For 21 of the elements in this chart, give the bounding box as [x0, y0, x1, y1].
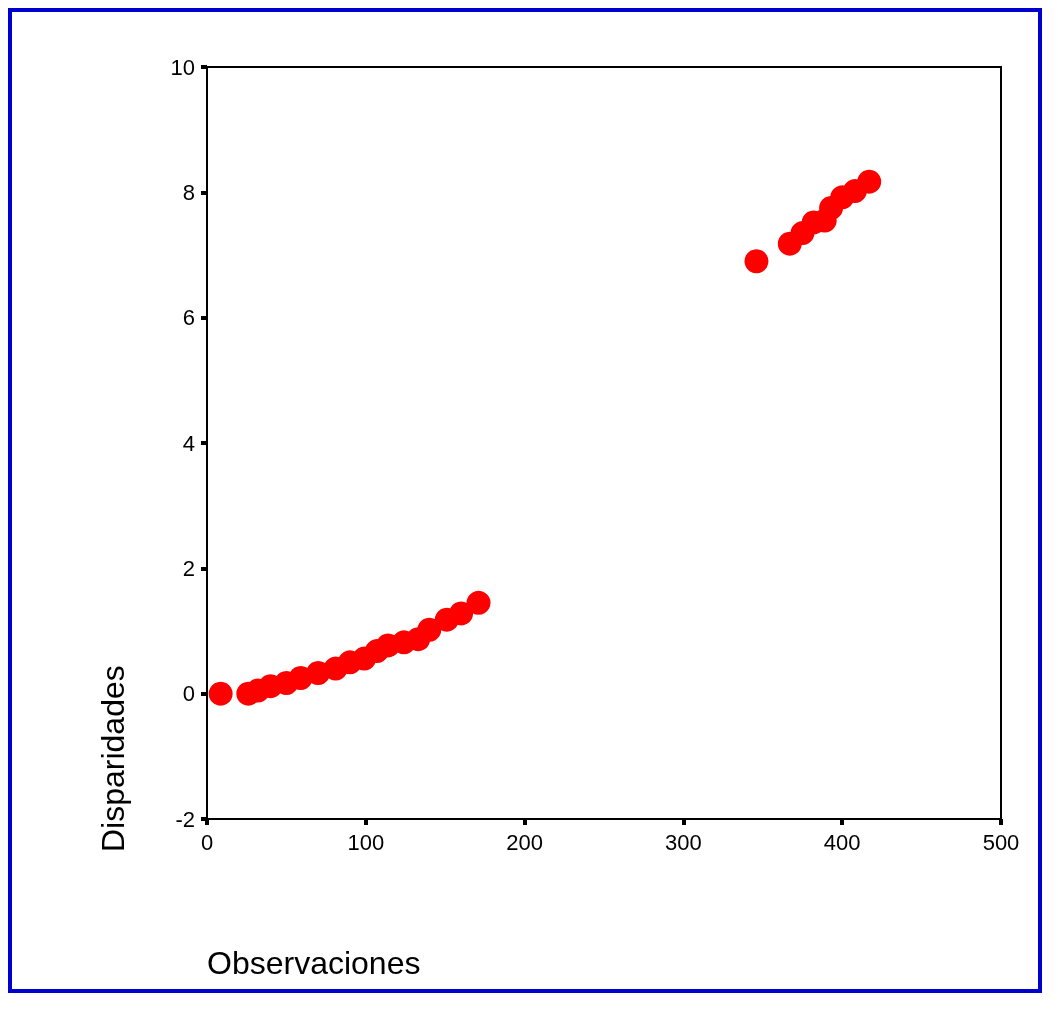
point [417, 617, 442, 642]
y-tick-label: 2 [182, 555, 195, 581]
y-tick-label: 8 [182, 179, 195, 205]
x-tick-label: 300 [665, 829, 702, 855]
x-tick-label: 200 [506, 829, 543, 855]
y-tick-label: 10 [170, 54, 195, 80]
x-tick-label: 500 [982, 829, 1020, 855]
y-tick-label: 0 [182, 681, 195, 707]
y-tick-label: 6 [182, 305, 195, 331]
x-tick-label: 100 [347, 829, 385, 855]
point [449, 601, 474, 626]
y-axis-title: Disparidades [95, 665, 131, 852]
x-tick-label: 400 [823, 829, 861, 855]
y-tick-label: -2 [175, 806, 195, 832]
x-axis-title: Observaciones [207, 945, 421, 981]
x-tick-label: 0 [200, 829, 214, 855]
point [857, 169, 882, 194]
point [466, 590, 491, 615]
point [744, 249, 769, 274]
y-tick-label: 4 [182, 430, 195, 456]
point [208, 681, 233, 706]
